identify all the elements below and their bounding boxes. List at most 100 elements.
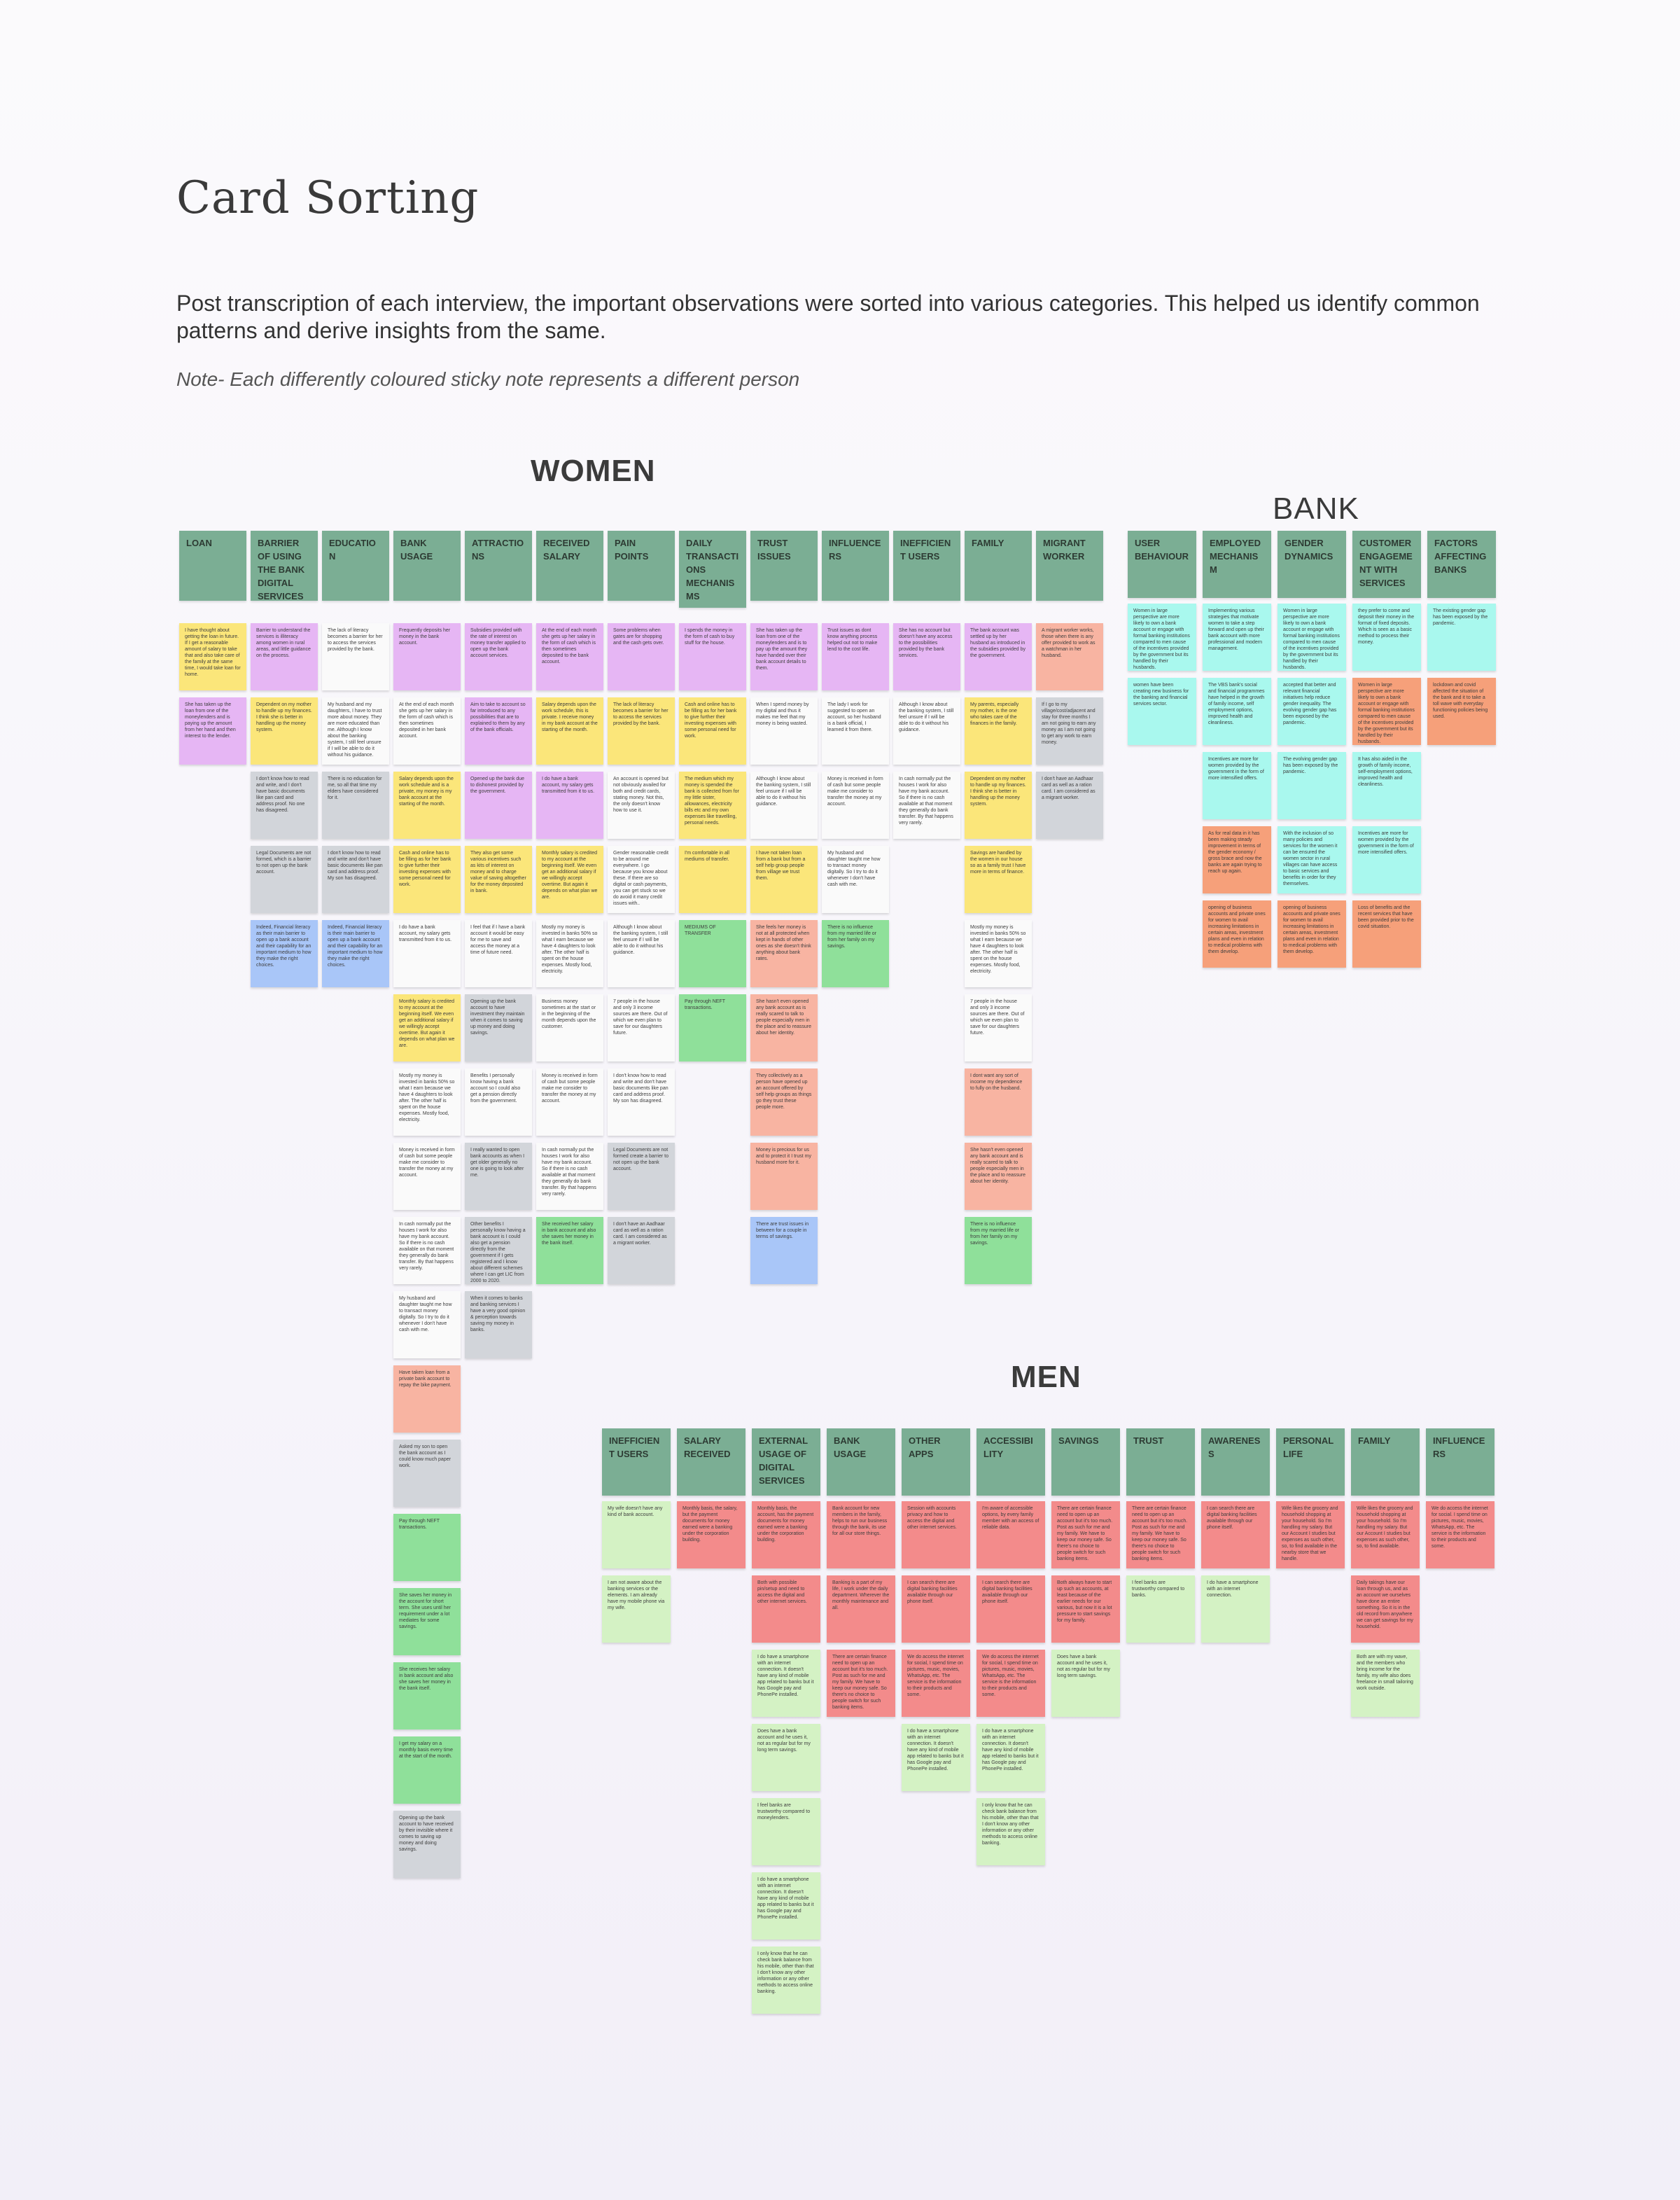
bank-sticky-note: The existing gender gap has been exposed… [1427, 604, 1496, 671]
women-sticky-note: A migrant worker works, those when there… [1036, 623, 1103, 690]
men-sticky-note: I do have a smartphone with an internet … [1201, 1575, 1270, 1643]
women-sticky-note: She has taken up the loan from one of th… [750, 623, 818, 690]
women-sticky-note: In cash normally put the houses I work f… [536, 1143, 603, 1210]
bank-category-header: EMPLOYED MECHANISM [1203, 531, 1271, 598]
women-sticky-note: At the end of each month she gets up her… [393, 697, 461, 765]
women-sticky-note: I don't know how to read and write and d… [608, 1068, 675, 1136]
women-sticky-note: An account is opened but not obviously a… [608, 772, 675, 839]
women-category-header: MIGRANT WORKER [1036, 531, 1103, 601]
men-sticky-note: We do access the internet for social, I … [902, 1650, 970, 1717]
page-title: Card Sorting [176, 172, 479, 224]
bank-sticky-note: Loss of benefits and the recent services… [1352, 900, 1421, 968]
men-sticky-note: I do have a smartphone with an internet … [976, 1724, 1045, 1791]
women-sticky-note: Legal Documents are not formed, which is… [251, 846, 318, 913]
men-sticky-note: Wife likes the grocery and household sho… [1276, 1501, 1345, 1568]
men-sticky-note: We do access the internet for social. I … [1426, 1501, 1494, 1568]
men-sticky-note: I can search there are digital banking f… [1201, 1501, 1270, 1568]
women-sticky-note: I don't have an Aadhaar card as well as … [1036, 772, 1103, 839]
women-sticky-note: My husband and daughter taught me how to… [393, 1291, 461, 1358]
women-category-header: DAILY TRANSACTIONS MECHANISMS [679, 531, 746, 608]
bank-sticky-note: they prefer to come and deposit their mo… [1352, 604, 1421, 671]
men-category-header: ACCESSIBILITY [976, 1428, 1045, 1496]
bank-sticky-note: The evolving gender gap has been exposed… [1278, 752, 1346, 819]
women-sticky-note: MEDIUMS OF TRANSFER [679, 920, 746, 987]
women-sticky-note: Aim to take to account so far introduced… [465, 697, 532, 765]
women-sticky-note: 7 people in the house and only 3 income … [965, 994, 1032, 1061]
men-sticky-note: Banking is a part of my life, I work und… [827, 1575, 895, 1643]
women-sticky-note: The medium which my money is spended the… [679, 772, 746, 839]
women-sticky-note: There are trust issues in between for a … [750, 1217, 818, 1284]
women-sticky-note: They collectively as a person have opene… [750, 1068, 818, 1136]
men-sticky-note: I do have a smartphone with an internet … [902, 1724, 970, 1791]
women-sticky-note: Dependent on my mother to handle up my f… [251, 697, 318, 765]
women-sticky-note: Although I know about the banking system… [608, 920, 675, 987]
bank-category-header: USER BEHAVIOUR [1128, 531, 1196, 598]
men-sticky-note: I can search there are digital banking f… [902, 1575, 970, 1643]
women-sticky-note: I dont want any sort of income my depend… [965, 1068, 1032, 1136]
men-category-header: SALARY RECEIVED [677, 1428, 746, 1496]
women-sticky-note: Opened up the bank due to dishonest prov… [465, 772, 532, 839]
women-sticky-note: Gender reasonable credit to be around me… [608, 846, 675, 913]
women-sticky-note: I do have a bank account, my salary gets… [536, 772, 603, 839]
women-sticky-note: Subsidies provided with the rate of inte… [465, 623, 532, 690]
women-sticky-note: Pay through NEFT transactions. [393, 1514, 461, 1581]
men-sticky-note: Monthly basis, the account, has the paym… [752, 1501, 820, 1568]
women-category-header: BANK USAGE [393, 531, 461, 601]
men-sticky-note: There are certain finance need to open u… [827, 1650, 895, 1717]
women-sticky-note: Salary depends upon the work schedule, t… [536, 697, 603, 765]
men-category-header: SAVINGS [1051, 1428, 1120, 1496]
women-sticky-note: Salary depends upon the work schedule an… [393, 772, 461, 839]
men-sticky-note: I feel banks are trustworthy compared to… [752, 1798, 820, 1865]
men-sticky-note: I feel banks are trustworthy compared to… [1126, 1575, 1195, 1643]
women-sticky-note: If I go to my village/cost/adjacent and … [1036, 697, 1103, 765]
bank-category-header: FACTORS AFFECTING BANKS [1427, 531, 1496, 598]
women-sticky-note: The bank account was settled up by her h… [965, 623, 1032, 690]
men-category-header: BANK USAGE [827, 1428, 895, 1496]
women-sticky-note: Money is received in form of cash but so… [536, 1068, 603, 1136]
color-note: Note- Each differently coloured sticky n… [176, 368, 800, 390]
men-category-header: TRUST [1126, 1428, 1195, 1496]
men-category-header: OTHER APPS [902, 1428, 970, 1496]
women-sticky-note: She receives her salary in bank account … [393, 1662, 461, 1729]
women-sticky-note: Dependent on my mother to handle up my f… [965, 772, 1032, 839]
women-sticky-note: Mostly my money is invested in banks 50%… [536, 920, 603, 987]
women-sticky-note: I have thought about getting the loan in… [179, 623, 246, 690]
women-category-header: INFLUENCERS [822, 531, 889, 601]
women-category-header: EDUCATION [322, 531, 389, 601]
men-sticky-note: I only know that he can check bank balan… [752, 1947, 820, 2014]
women-sticky-note: Monthly salary is credited to my account… [393, 994, 461, 1061]
women-sticky-note: I really wanted to open bank accounts as… [465, 1143, 532, 1210]
men-sticky-note: There are certain finance need to open u… [1126, 1501, 1195, 1568]
men-sticky-note: Both always have to start up such as acc… [1051, 1575, 1120, 1643]
women-sticky-note: Although I know about the banking system… [750, 772, 818, 839]
women-sticky-note: I don't know how to read and write and d… [322, 846, 389, 913]
men-category-header: FAMILY [1351, 1428, 1420, 1496]
bank-category-header: GENDER DYNAMICS [1278, 531, 1346, 598]
men-sticky-note: I can search there are digital banking f… [976, 1575, 1045, 1643]
women-category-header: LOAN [179, 531, 246, 601]
men-sticky-note: I do have a smartphone with an internet … [752, 1650, 820, 1717]
women-sticky-note: Opening up the bank account to have inve… [465, 994, 532, 1061]
women-sticky-note: Some problems when gates are for shoppin… [608, 623, 675, 690]
men-sticky-note: Session with accounts privacy and how to… [902, 1501, 970, 1568]
bank-sticky-note: opening of business accounts and private… [1203, 900, 1271, 968]
bank-sticky-note: Incentives are more for women provided b… [1203, 752, 1271, 819]
women-sticky-note: There is no influence from my married li… [965, 1217, 1032, 1284]
women-sticky-note: Other benefits I personally know having … [465, 1217, 532, 1284]
women-sticky-note: I feel that if I have a bank account it … [465, 920, 532, 987]
women-sticky-note: She has no account but doesn't have any … [893, 623, 960, 690]
men-sticky-note: Does have a bank account and he uses it,… [1051, 1650, 1120, 1717]
bank-sticky-note: women have been creating new business fo… [1128, 678, 1196, 745]
women-sticky-note: Asked my son to open the bank account as… [393, 1440, 461, 1507]
women-sticky-note: 7 people in the house and only 3 income … [608, 994, 675, 1061]
women-sticky-note: She saves her money in the account for s… [393, 1588, 461, 1655]
bank-sticky-note: Women in large perspective are more like… [1278, 604, 1346, 671]
bank-sticky-note: It has also aided in the growth of famil… [1352, 752, 1421, 819]
women-sticky-note: Cash and online has to be filling as for… [679, 697, 746, 765]
men-category-header: INEFFICIENT USERS [602, 1428, 671, 1496]
women-sticky-note: Benefits I personally know having a bank… [465, 1068, 532, 1136]
men-sticky-note: Both with possible pin/setup and need to… [752, 1575, 820, 1643]
women-sticky-note: Money is precious for us and to protect … [750, 1143, 818, 1210]
men-sticky-note: Monthly basis, the salary, but the payme… [677, 1501, 746, 1568]
bank-group-title: BANK [1273, 492, 1359, 526]
